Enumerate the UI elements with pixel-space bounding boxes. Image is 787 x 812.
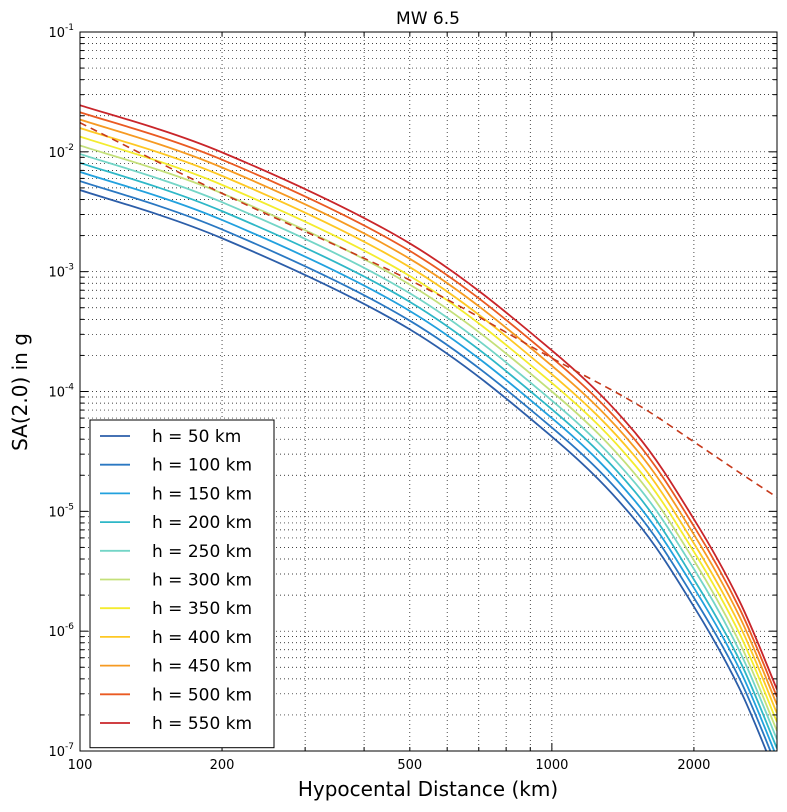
legend-label: h = 150 km: [152, 484, 252, 504]
legend-label: h = 500 km: [152, 685, 252, 705]
series-line-4: [80, 161, 777, 749]
legend-label: h = 400 km: [152, 628, 252, 648]
y-tick-label: 10-5: [48, 502, 74, 520]
x-tick-label: 1000: [535, 758, 568, 773]
x-tick-label: 200: [210, 758, 235, 773]
legend-label: h = 200 km: [152, 513, 252, 533]
y-axis-title: SA(2.0) in g: [8, 333, 32, 451]
legend-label: h = 250 km: [152, 542, 252, 562]
legend-label: h = 100 km: [152, 456, 252, 476]
reference-dashed-line: [80, 121, 777, 498]
series-line-5: [80, 153, 777, 740]
legend-label: h = 300 km: [152, 571, 252, 591]
legend-label: h = 450 km: [152, 657, 252, 677]
series-line-8: [80, 127, 777, 714]
legend-label: h = 50 km: [152, 427, 241, 447]
series-line-11: [80, 104, 777, 690]
series-line-7: [80, 135, 777, 723]
series-line-10: [80, 111, 777, 698]
tick-labels: 100 200 500 1000 2000 10-7 10-6 10-5 10-4 10-3 10-…: [48, 23, 710, 773]
y-tick-label: 10-2: [48, 143, 74, 161]
ticks: [79, 31, 778, 752]
series-line-1: [80, 189, 768, 751]
series-line-6: [80, 144, 777, 732]
y-tick-label: 10-1: [48, 23, 74, 41]
x-axis-title: Hypocental Distance (km): [298, 777, 558, 801]
x-tick-label: 500: [397, 758, 422, 773]
y-tick-label: 10-3: [48, 263, 74, 281]
x-tick-label: 2000: [677, 758, 710, 773]
y-tick-label: 10-7: [48, 742, 74, 760]
x-tick-label: 100: [68, 758, 93, 773]
y-tick-label: 10-6: [48, 622, 74, 640]
legend-label: h = 550 km: [152, 714, 252, 734]
chart-title: MW 6.5: [396, 9, 460, 29]
y-tick-label: 10-4: [48, 383, 74, 401]
series-layer: [80, 104, 777, 751]
series-line-3: [80, 171, 776, 751]
legend-box: [89, 419, 275, 749]
series-line-2: [80, 180, 772, 751]
legend-label: h = 350 km: [152, 599, 252, 619]
legend: h = 50 km h = 100 km h = 150 km h = 200 km h…: [89, 419, 275, 749]
series-line-9: [80, 118, 777, 706]
